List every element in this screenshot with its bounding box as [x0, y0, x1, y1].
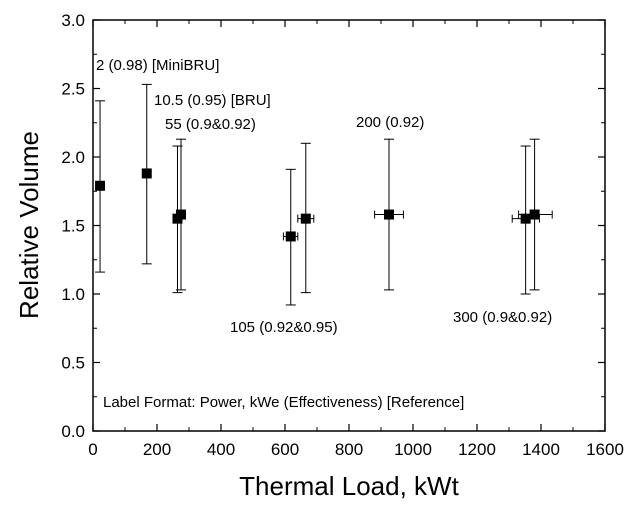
data-point [95, 180, 106, 191]
annotation-minibru: 2 (0.98) [MiniBRU] [96, 57, 219, 74]
y-tick-label: 2.5 [61, 80, 85, 99]
y-tick-label: 0.0 [61, 422, 85, 441]
x-tick-label: 1000 [394, 440, 432, 459]
data-point [300, 213, 311, 224]
y-tick-label: 3.0 [61, 11, 85, 30]
tick-labels: 0 200 400 600 800 1000 1200 1400 1600 0.0 0.5 1.0 1.… [61, 11, 624, 459]
y-axis-label: Relative Volume [14, 131, 44, 319]
axis-ticks [92, 19, 606, 432]
x-tick-label: 0 [88, 440, 97, 459]
x-tick-label: 400 [207, 440, 235, 459]
data-point [176, 209, 186, 220]
plot-frame [92, 19, 606, 432]
data-point [529, 209, 540, 220]
x-tick-label: 200 [143, 440, 171, 459]
y-tick-label: 1.5 [61, 217, 85, 236]
x-axis-label: Thermal Load, kWt [239, 471, 459, 501]
annotation-bru: 10.5 (0.95) [BRU] [154, 92, 271, 109]
data-point [384, 209, 394, 220]
data-point [285, 231, 296, 242]
y-tick-label: 2.0 [61, 148, 85, 167]
label-format-note: Label Format: Power, kWe (Effectiveness)… [103, 394, 464, 411]
data-marks [95, 83, 553, 306]
y-tick-label: 0.5 [61, 354, 85, 373]
x-tick-label: 1200 [458, 440, 496, 459]
x-tick-label: 1400 [522, 440, 560, 459]
x-tick-label: 1600 [586, 440, 624, 459]
data-point [141, 168, 152, 179]
annotation-55: 55 (0.9&0.92) [165, 116, 256, 133]
y-tick-label: 1.0 [61, 285, 85, 304]
x-tick-label: 600 [271, 440, 299, 459]
data-point [520, 213, 531, 224]
annotation-105: 105 (0.92&0.95) [230, 319, 338, 336]
annotation-200: 200 (0.92) [356, 114, 424, 131]
annotation-300: 300 (0.9&0.92) [453, 309, 552, 326]
x-tick-label: 800 [335, 440, 363, 459]
